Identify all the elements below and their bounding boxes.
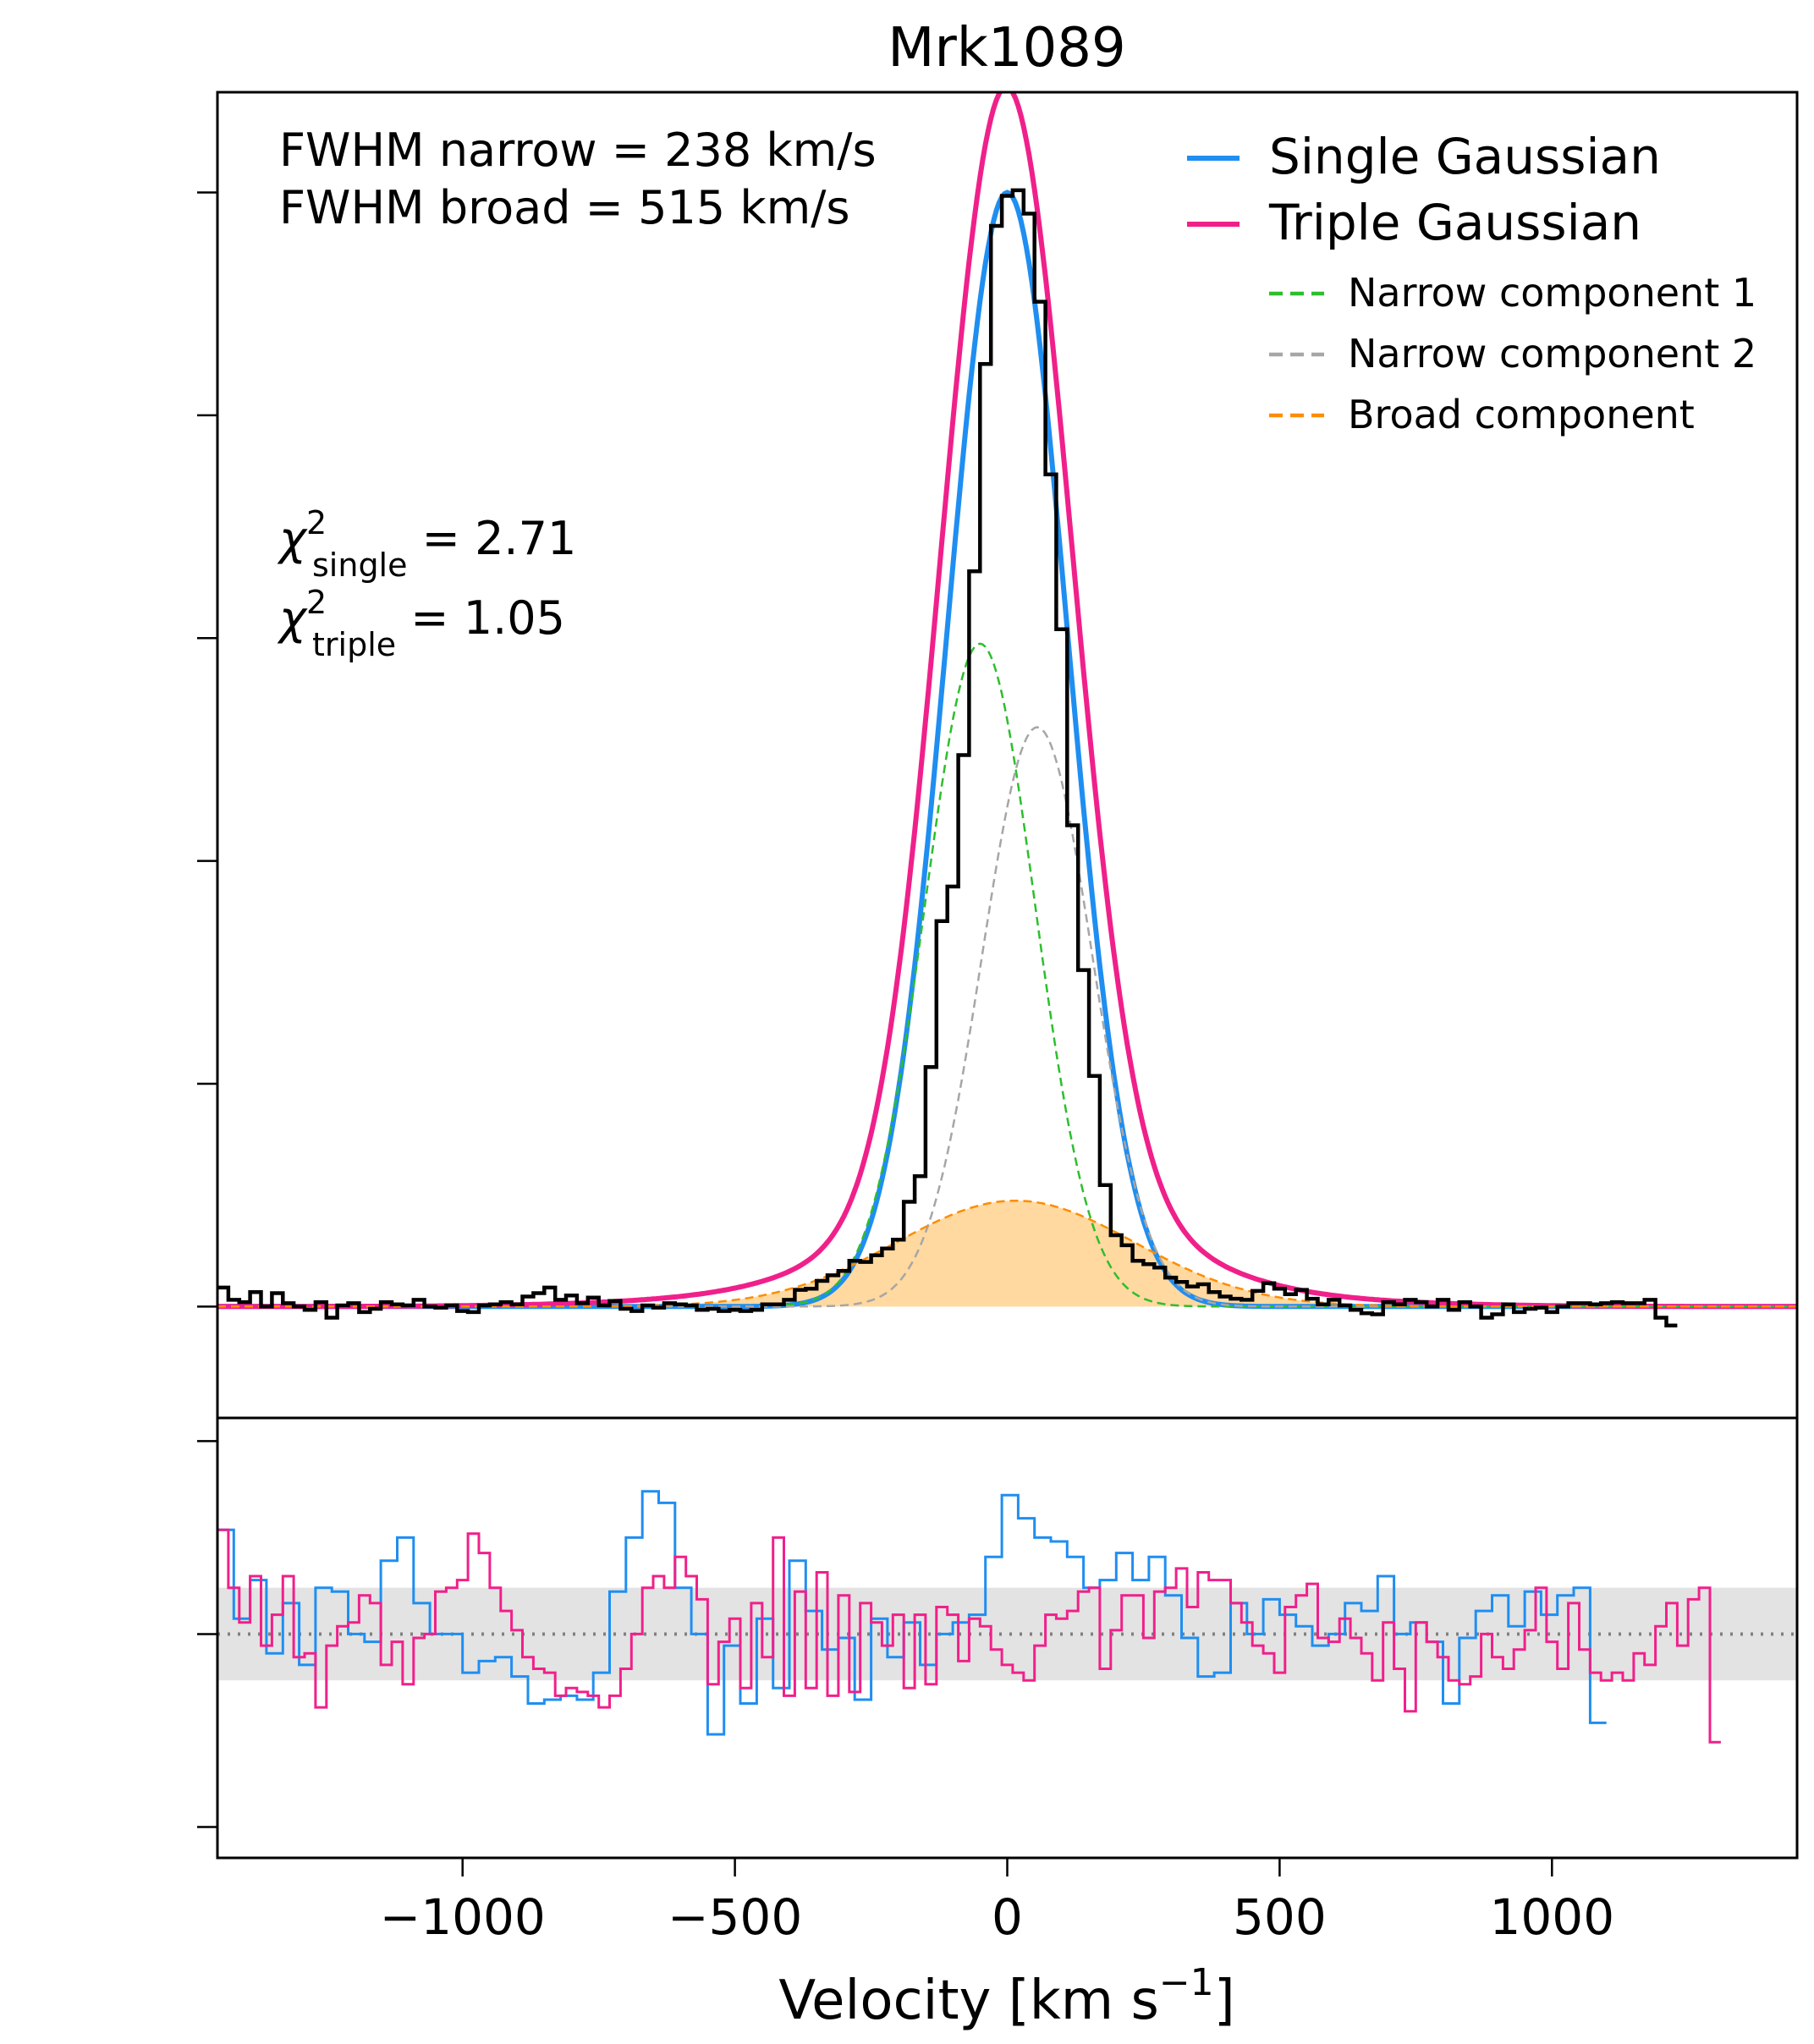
x-axis: −1000 −500 0 500 1000 [380, 1858, 1614, 1946]
x-tick-label: −500 [668, 1888, 802, 1946]
main-panel: FWHM narrow = 238 km/s FWHM broad = 515 … [197, 91, 1799, 1420]
chi-triple-sub: triple [312, 626, 396, 663]
single-residual-steps [217, 1490, 1607, 1736]
x-axis-label-exponent: −1 [1159, 1961, 1214, 2004]
triple-residual-steps [217, 1528, 1721, 1744]
legend-label-broad: Broad component [1348, 392, 1695, 437]
legend-label-narrow2: Narrow component 2 [1348, 331, 1756, 376]
chi-single-sup: 2 [306, 504, 327, 541]
chi-triple-label: χ2 triple = 1.05 [277, 584, 565, 663]
fwhm-narrow-label: FWHM narrow = 238 km/s [279, 124, 877, 177]
chi-triple-value: = 1.05 [396, 591, 565, 645]
x-tick-label: 1000 [1489, 1888, 1614, 1946]
legend-label-triple: Triple Gaussian [1268, 194, 1641, 251]
chi-single-label: χ2 single = 2.71 [277, 504, 576, 584]
residual-y-ticks [197, 1440, 217, 1828]
chart-title: Mrk1089 [888, 17, 1125, 80]
x-tick-label: 0 [992, 1888, 1023, 1946]
chi-triple-sup: 2 [306, 584, 327, 621]
residual-plot-area [217, 1490, 1797, 1744]
observed-spectrum-steps [217, 188, 1678, 1327]
main-plot-area [217, 92, 1797, 1327]
chi-triple-symbol: χ [277, 591, 308, 645]
x-tick-label: −1000 [380, 1888, 546, 1946]
residual-panel [197, 1416, 1799, 1860]
fwhm-broad-label: FWHM broad = 515 km/s [279, 181, 850, 234]
x-axis-label: Velocity [km s−1] [778, 1961, 1234, 2032]
x-axis-label-close: ] [1214, 1970, 1235, 2032]
chi-single-sub: single [312, 547, 408, 584]
legend-label-narrow1: Narrow component 1 [1348, 270, 1756, 316]
legend-label-single: Single Gaussian [1269, 128, 1661, 185]
x-tick-label: 500 [1233, 1888, 1327, 1946]
broad-component-fill [217, 1201, 1797, 1307]
chi-single-value: = 2.71 [408, 512, 577, 565]
chi-single-symbol: χ [277, 512, 308, 565]
legend: Single Gaussian Triple Gaussian Narrow c… [1187, 128, 1756, 437]
main-y-ticks [197, 191, 217, 1308]
x-axis-label-text: Velocity [km s [778, 1970, 1158, 2032]
